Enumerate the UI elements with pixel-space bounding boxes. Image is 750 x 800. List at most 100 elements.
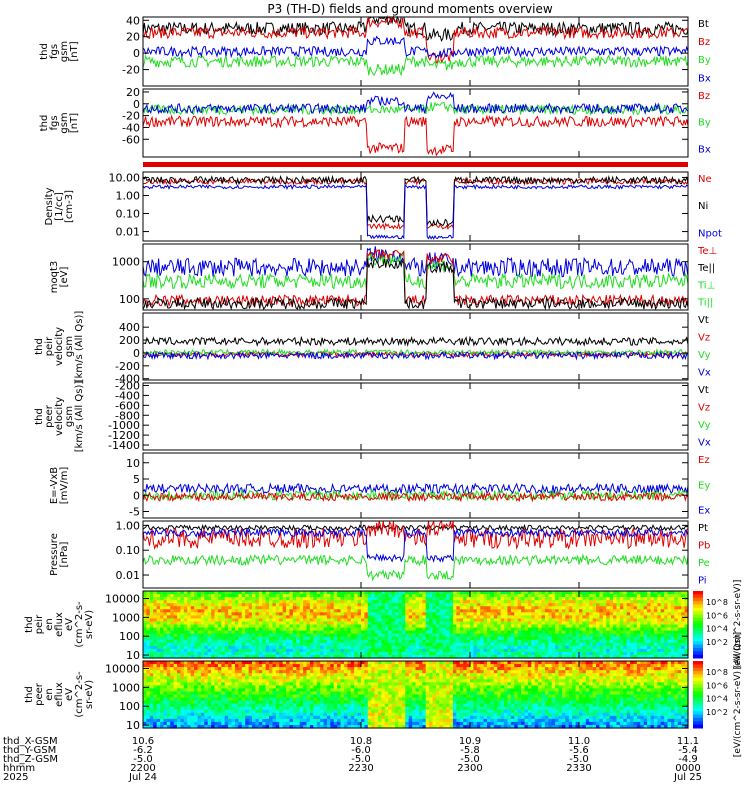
spectrogram-cell xyxy=(425,621,430,626)
spectrogram-cell xyxy=(170,679,175,683)
spectrogram-cell xyxy=(234,691,239,696)
spectrogram-cell xyxy=(504,645,509,650)
spectrogram-cell xyxy=(303,633,308,638)
spectrogram-cell xyxy=(507,609,512,613)
spectrogram-cell xyxy=(609,609,614,613)
spectrogram-cell xyxy=(306,636,311,641)
spectrogram-cell xyxy=(163,621,168,626)
spectrogram-cell xyxy=(269,682,274,686)
spectrogram-cell xyxy=(248,639,253,644)
spectrogram-cell xyxy=(204,670,209,674)
spectrogram-cell xyxy=(204,618,209,623)
spectrogram-cell xyxy=(279,654,284,659)
spectrogram-cell xyxy=(432,651,437,656)
spectrogram-cell xyxy=(514,606,519,610)
spectrogram-cell xyxy=(265,597,270,601)
spectrogram-cell xyxy=(405,621,410,626)
spectrogram-cell xyxy=(449,630,454,635)
spectrogram-cell xyxy=(177,597,182,601)
spectrogram-cell xyxy=(153,664,158,668)
spectrogram-cell xyxy=(306,624,311,629)
spectrogram-cell xyxy=(357,633,362,638)
series-Bz xyxy=(142,114,689,157)
spectrogram-cell xyxy=(630,600,635,604)
spectrogram-cell xyxy=(262,654,267,659)
spectrogram-cell xyxy=(217,624,222,629)
spectrogram-cell xyxy=(156,627,161,632)
spectrogram-cell xyxy=(231,724,236,729)
spectrogram-cell xyxy=(643,630,648,635)
panel-frame xyxy=(142,382,689,451)
spectrogram-cell xyxy=(388,633,393,638)
spectrogram-cell xyxy=(674,642,679,647)
spectrogram-cell xyxy=(231,697,236,702)
spectrogram-cell xyxy=(391,591,396,595)
spectrogram-cell xyxy=(439,594,444,598)
spectrogram-cell xyxy=(197,597,202,601)
spectrogram-cell xyxy=(544,615,549,620)
spectrogram-cell xyxy=(309,654,314,659)
spectrogram-cell xyxy=(538,648,543,653)
spectrogram-cell xyxy=(200,676,205,680)
spectrogram-cell xyxy=(146,661,151,665)
spectrogram-cell xyxy=(606,621,611,626)
colorbar-segment xyxy=(693,591,703,595)
spectrogram-cell xyxy=(211,670,216,674)
spectrogram-cell xyxy=(269,654,274,659)
spectrogram-cell xyxy=(309,724,314,729)
spectrogram-cell xyxy=(170,636,175,641)
spectrogram-cell xyxy=(650,630,655,635)
spectrogram-cell xyxy=(275,639,280,644)
spectrogram-cell xyxy=(357,624,362,629)
spectrogram-cell xyxy=(313,691,318,696)
spectrogram-cell xyxy=(177,603,182,607)
spectrogram-cell xyxy=(579,627,584,632)
spectrogram-cell xyxy=(252,630,257,635)
spectrogram-cell xyxy=(245,682,250,686)
spectrogram-cell xyxy=(187,642,192,647)
spectrogram-cell xyxy=(425,612,430,616)
spectrogram-cell xyxy=(282,624,287,629)
spectrogram-cell xyxy=(435,597,440,601)
spectrogram-cell xyxy=(265,688,270,693)
spectrogram-cell xyxy=(630,633,635,638)
spectrogram-cell xyxy=(183,679,188,683)
spectrogram-cell xyxy=(429,594,434,598)
spectrogram-cell xyxy=(347,594,352,598)
spectrogram-cell xyxy=(214,612,219,616)
spectrogram-cell xyxy=(228,591,233,595)
spectrogram-cell xyxy=(572,615,577,620)
spectrogram-cell xyxy=(551,621,556,626)
spectrogram-cell xyxy=(565,609,570,613)
spectrogram-cell xyxy=(408,645,413,650)
spectrogram-cell xyxy=(384,633,389,638)
spectrogram-cell xyxy=(214,712,219,717)
spectrogram-cell xyxy=(190,606,195,610)
spectrogram-cell xyxy=(517,609,522,613)
spectrogram-cell xyxy=(146,654,151,659)
spectrogram-cell xyxy=(623,627,628,632)
spectrogram-cell xyxy=(555,624,560,629)
spectrogram-cell xyxy=(439,639,444,644)
spectrogram-cell xyxy=(514,633,519,638)
spectrogram-cell xyxy=(214,600,219,604)
spectrogram-cell xyxy=(170,685,175,690)
spectrogram-cell xyxy=(640,600,645,604)
ytick-label: 20 xyxy=(126,86,140,99)
spectrogram-cell xyxy=(381,636,386,641)
spectrogram-cell xyxy=(667,642,672,647)
spectrogram-cell xyxy=(405,624,410,629)
spectrogram-cell xyxy=(241,709,246,714)
spectrogram-cell xyxy=(602,600,607,604)
spectrogram-cell xyxy=(371,594,376,598)
spectrogram-cell xyxy=(589,633,594,638)
spectrogram-cell xyxy=(214,682,219,686)
spectrogram-cell xyxy=(228,664,233,668)
spectrogram-cell xyxy=(531,639,536,644)
spectrogram-cell xyxy=(170,697,175,702)
spectrogram-cell xyxy=(252,673,257,677)
spectrogram-cell xyxy=(497,591,502,595)
spectrogram-cell xyxy=(483,606,488,610)
spectrogram-cell xyxy=(313,721,318,726)
spectrogram-cell xyxy=(306,682,311,686)
